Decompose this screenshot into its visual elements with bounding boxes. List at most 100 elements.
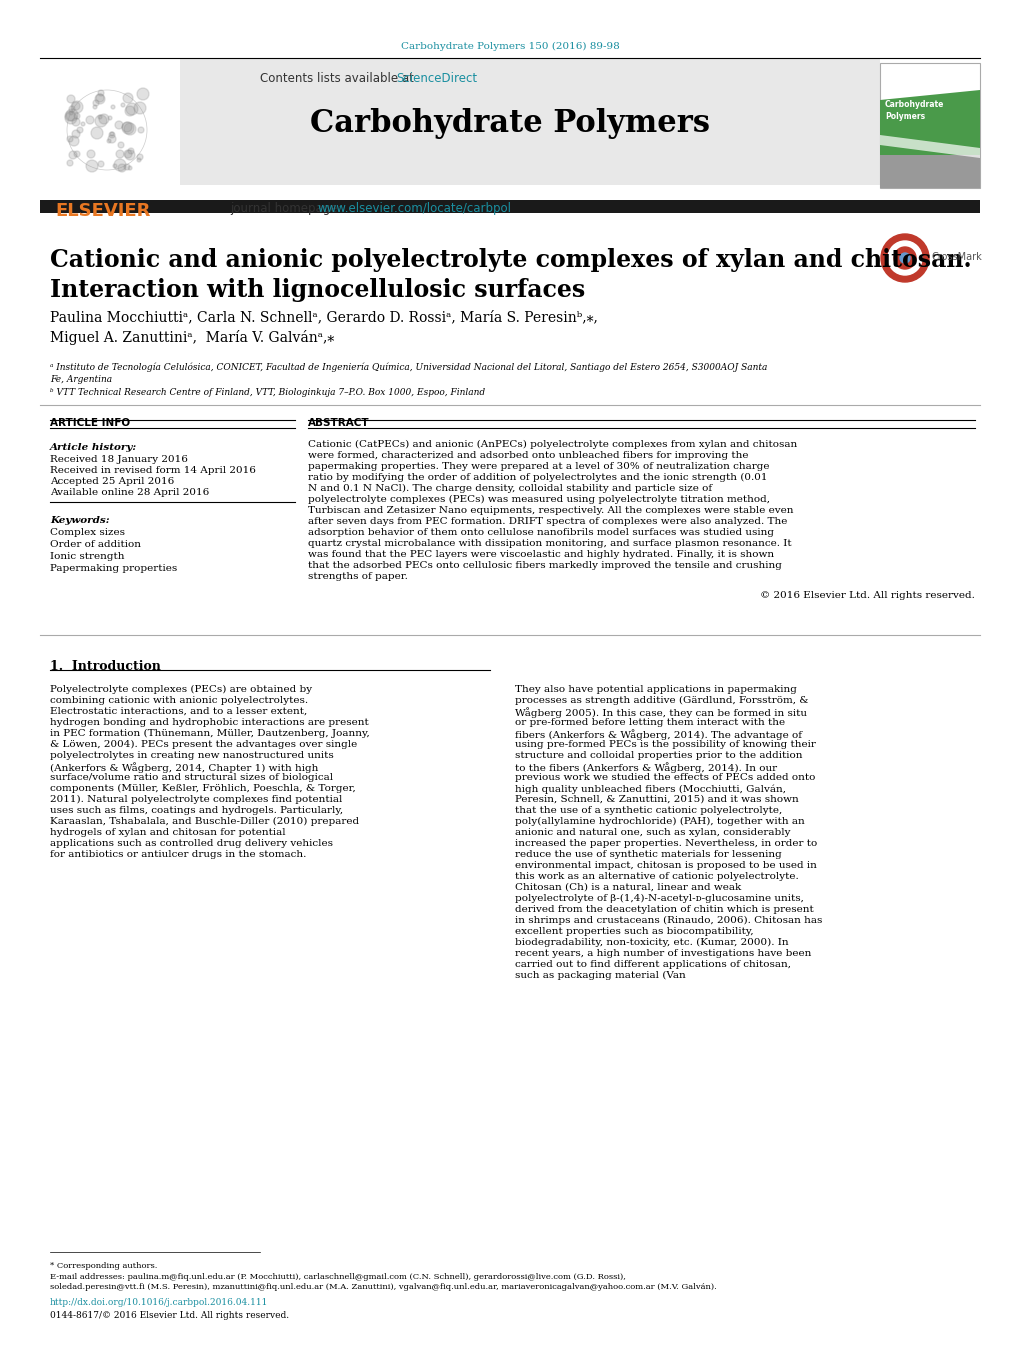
Text: Wågberg 2005). In this case, they can be formed in situ: Wågberg 2005). In this case, they can be… [515,707,806,717]
Circle shape [124,150,131,158]
Circle shape [72,118,79,126]
Text: high quality unbleached fibers (Mocchiutti, Galván,: high quality unbleached fibers (Mocchiut… [515,784,786,793]
Circle shape [107,139,111,143]
Text: * Corresponding authors.: * Corresponding authors. [50,1262,157,1270]
Text: Interaction with lignocellulosic surfaces: Interaction with lignocellulosic surface… [50,278,585,303]
Text: increased the paper properties. Nevertheless, in order to: increased the paper properties. Neverthe… [515,839,816,848]
Circle shape [69,136,78,146]
Text: for antibiotics or antiulcer drugs in the stomach.: for antibiotics or antiulcer drugs in th… [50,850,306,859]
Text: components (Müller, Keßler, Fröhlich, Poeschla, & Torger,: components (Müller, Keßler, Fröhlich, Po… [50,784,356,793]
Polygon shape [879,91,979,155]
Text: surface/volume ratio and structural sizes of biological: surface/volume ratio and structural size… [50,773,333,782]
Circle shape [67,159,73,166]
Circle shape [123,93,132,103]
Circle shape [69,151,76,159]
Circle shape [86,116,94,124]
Text: polyelectrolyte complexes (PECs) was measured using polyelectrolyte titration me: polyelectrolyte complexes (PECs) was mea… [308,494,769,504]
Circle shape [87,150,95,158]
Text: combining cationic with anionic polyelectrolytes.: combining cationic with anionic polyelec… [50,696,308,705]
Text: adsorption behavior of them onto cellulose nanofibrils model surfaces was studie: adsorption behavior of them onto cellulo… [308,528,773,536]
Circle shape [125,150,135,159]
Text: soledad.peresin@vtt.fi (M.S. Peresin), mzanuttini@fiq.unl.edu.ar (M.A. Zanuttini: soledad.peresin@vtt.fi (M.S. Peresin), m… [50,1283,716,1292]
Text: hydrogels of xylan and chitosan for potential: hydrogels of xylan and chitosan for pote… [50,828,285,838]
Circle shape [133,101,146,113]
Text: derived from the deacetylation of chitin which is present: derived from the deacetylation of chitin… [515,905,813,915]
Circle shape [81,122,85,126]
Circle shape [108,135,116,143]
Circle shape [137,154,143,159]
Text: Paulina Mocchiuttiᵃ, Carla N. Schnellᵃ, Gerardo D. Rossiᵃ, María S. Peresinᵇ,⁎,: Paulina Mocchiuttiᵃ, Carla N. Schnellᵃ, … [50,309,597,324]
Text: journal homepage:: journal homepage: [229,203,344,215]
Text: applications such as controlled drug delivery vehicles: applications such as controlled drug del… [50,839,332,848]
Text: Miguel A. Zanuttiniᵃ,  María V. Galvánᵃ,⁎: Miguel A. Zanuttiniᵃ, María V. Galvánᵃ,⁎ [50,330,334,345]
Text: recent years, a high number of investigations have been: recent years, a high number of investiga… [515,948,810,958]
Text: ᵇ VTT Technical Research Centre of Finland, VTT, Biologinkuja 7–P.O. Box 1000, E: ᵇ VTT Technical Research Centre of Finla… [50,388,485,397]
Text: was found that the PEC layers were viscoelastic and highly hydrated. Finally, it: was found that the PEC layers were visco… [308,550,773,559]
Text: Contents lists available at: Contents lists available at [260,72,417,85]
Circle shape [124,163,129,170]
Circle shape [137,158,141,162]
Circle shape [74,151,79,157]
Text: quartz crystal microbalance with dissipation monitoring, and surface plasmon res: quartz crystal microbalance with dissipa… [308,539,791,549]
Text: Keywords:: Keywords: [50,516,109,526]
Text: ABSTRACT: ABSTRACT [308,417,369,428]
Circle shape [76,127,83,132]
Circle shape [67,136,73,142]
Circle shape [137,88,149,100]
Bar [879,63,979,188]
Text: uses such as films, coatings and hydrogels. Particularly,: uses such as films, coatings and hydroge… [50,807,342,815]
Text: that the use of a synthetic cationic polyelectrolyte,: that the use of a synthetic cationic pol… [515,807,782,815]
Text: ᵃ Instituto de Tecnología Celulósica, CONICET, Facultad de Ingeniería Química, U: ᵃ Instituto de Tecnología Celulósica, CO… [50,362,766,372]
Text: carried out to find different applications of chitosan,: carried out to find different applicatio… [515,961,790,969]
Circle shape [65,112,76,124]
Circle shape [111,105,115,109]
Circle shape [65,111,75,122]
Text: Fe, Argentina: Fe, Argentina [50,376,112,384]
Circle shape [116,150,124,158]
Text: anionic and natural one, such as xylan, considerably: anionic and natural one, such as xylan, … [515,828,790,838]
Text: fibers (Ankerfors & Wågberg, 2014). The advantage of: fibers (Ankerfors & Wågberg, 2014). The … [515,730,801,740]
Text: Peresin, Schnell, & Zanuttini, 2015) and it was shown: Peresin, Schnell, & Zanuttini, 2015) and… [515,794,798,804]
Text: 0144-8617/© 2016 Elsevier Ltd. All rights reserved.: 0144-8617/© 2016 Elsevier Ltd. All right… [50,1310,288,1320]
Text: Received 18 January 2016: Received 18 January 2016 [50,455,187,463]
Text: structure and colloidal properties prior to the addition: structure and colloidal properties prior… [515,751,802,761]
Text: & Löwen, 2004). PECs present the advantages over single: & Löwen, 2004). PECs present the advanta… [50,740,357,748]
Text: in shrimps and crustaceans (Rinaudo, 2006). Chitosan has: in shrimps and crustaceans (Rinaudo, 200… [515,916,821,925]
Circle shape [98,91,104,96]
Text: environmental impact, chitosan is proposed to be used in: environmental impact, chitosan is propos… [515,861,816,870]
Circle shape [69,111,73,115]
Text: Accepted 25 April 2016: Accepted 25 April 2016 [50,477,174,486]
Text: in PEC formation (Thünemann, Müller, Dautzenberg, Joanny,: in PEC formation (Thünemann, Müller, Dau… [50,730,370,738]
Text: Carbohydrate Polymers 150 (2016) 89-98: Carbohydrate Polymers 150 (2016) 89-98 [400,42,619,51]
Bar [40,200,979,213]
Circle shape [98,161,104,168]
Text: N and 0.1 N NaCl). The charge density, colloidal stability and particle size of: N and 0.1 N NaCl). The charge density, c… [308,484,711,493]
Text: 2011). Natural polyelectrolyte complexes find potential: 2011). Natural polyelectrolyte complexes… [50,794,342,804]
Circle shape [96,95,104,101]
Circle shape [72,130,79,138]
Text: processes as strength additive (Gärdlund, Forsström, &: processes as strength additive (Gärdlund… [515,696,808,705]
Circle shape [93,105,97,109]
Text: Order of addition: Order of addition [50,540,141,549]
Circle shape [91,127,103,139]
Text: Cationic (CatPECs) and anionic (AnPECs) polyelectrolyte complexes from xylan and: Cationic (CatPECs) and anionic (AnPECs) … [308,440,797,449]
Bar [40,58,179,185]
Text: Ionic strength: Ionic strength [50,553,124,561]
Text: polyelectrolytes in creating new nanostructured units: polyelectrolytes in creating new nanostr… [50,751,333,761]
Text: ELSEVIER: ELSEVIER [55,203,150,220]
Circle shape [127,149,133,154]
Text: were formed, characterized and adsorbed onto unbleached fibers for improving the: were formed, characterized and adsorbed … [308,451,748,459]
Text: after seven days from PEC formation. DRIFT spectra of complexes were also analyz: after seven days from PEC formation. DRI… [308,517,787,526]
Bar [40,58,879,185]
Text: Turbiscan and Zetasizer Nano equipments, respectively. All the complexes were st: Turbiscan and Zetasizer Nano equipments,… [308,507,793,515]
Circle shape [118,163,126,172]
Circle shape [99,113,109,124]
Circle shape [95,115,107,127]
Text: Available online 28 April 2016: Available online 28 April 2016 [50,488,209,497]
Text: strengths of paper.: strengths of paper. [308,571,408,581]
Circle shape [98,115,102,119]
Text: Cationic and anionic polyelectrolyte complexes of xylan and chitosan.: Cationic and anionic polyelectrolyte com… [50,249,971,272]
Circle shape [69,105,75,112]
Text: CrossMark: CrossMark [931,253,981,262]
Circle shape [122,122,133,134]
